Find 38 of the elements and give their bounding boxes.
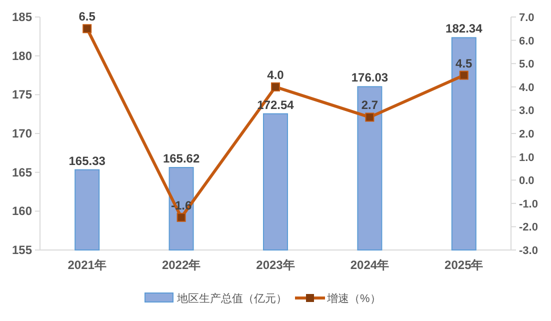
y-tick-label: 165 <box>12 165 32 180</box>
x-tick-label: 2022年 <box>162 258 201 272</box>
y2-tick-label: 5.0 <box>519 58 534 71</box>
point <box>459 70 468 80</box>
y2-tick-label: 1.0 <box>519 152 534 164</box>
y2-tick-label: 3.0 <box>519 105 534 118</box>
y-tick-label: 175 <box>12 88 32 102</box>
point <box>176 212 186 222</box>
y2-tick-label: 4.0 <box>519 82 534 94</box>
y-tick-label: 160 <box>12 204 32 218</box>
data-label: 165.33 <box>68 154 106 168</box>
data-label: 6.5 <box>78 10 96 24</box>
y2-tick-label: 0.0 <box>519 175 534 188</box>
data-label: 182.34 <box>446 22 483 36</box>
data-label: 4.0 <box>267 68 284 82</box>
x-tick-label: 2025年 <box>444 258 484 272</box>
y2-tick-label: -1.0 <box>519 198 538 210</box>
y2-tick-label: 6.0 <box>519 35 534 48</box>
data-label: 2.7 <box>361 98 378 112</box>
y-tick-label: 155 <box>12 243 32 257</box>
y2-tick-label: -2.0 <box>519 222 538 234</box>
data-label: 4.5 <box>456 56 473 70</box>
data-label: 176.03 <box>351 70 388 85</box>
legend-label: 地区生产总值（亿元） <box>176 292 287 305</box>
y-tick-label: 180 <box>12 48 32 63</box>
x-tick-label: 2023年 <box>256 258 295 272</box>
y2-tick-label: 7.0 <box>519 12 534 24</box>
point <box>365 112 374 122</box>
y2-tick-label: 2.0 <box>519 128 534 140</box>
y2-tick-label: -3.0 <box>519 245 538 257</box>
point <box>82 24 92 34</box>
legend-label: 增速（%） <box>326 292 381 305</box>
x-tick-label: 2021年 <box>68 258 106 272</box>
point <box>271 82 280 92</box>
data-label: 165.62 <box>162 152 200 166</box>
y-tick-label: 170 <box>12 126 32 140</box>
x-tick-label: 2024年 <box>350 258 390 272</box>
y-tick-label: 185 <box>12 10 32 24</box>
